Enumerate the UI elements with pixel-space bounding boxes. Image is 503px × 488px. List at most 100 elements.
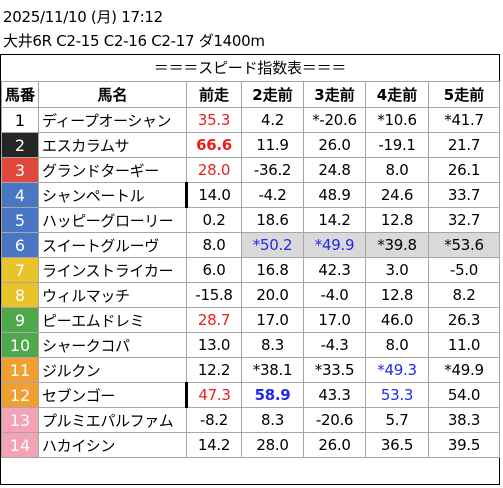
table-frame — [0, 54, 500, 485]
speed-index-5-races-ago: *41.7 — [428, 107, 500, 133]
horse-number: 10 — [1, 332, 39, 358]
column-header-5-races-ago: 5走前 — [428, 81, 500, 108]
speed-index-5-races-ago: 8.2 — [428, 282, 500, 308]
table-row: 8 ウィルマッチ -15.8 20.0 -4.0 12.8 8.2 — [1, 282, 500, 308]
speed-index-5-races-ago: 39.5 — [428, 432, 500, 458]
speed-index-3-races-ago: 42.3 — [303, 257, 366, 283]
horse-number: 1 — [1, 107, 39, 133]
table-row: 13 プルミエパルファム -8.2 8.3 -20.6 5.7 38.3 — [1, 407, 500, 433]
speed-index-2-races-ago: *38.1 — [241, 357, 304, 383]
horse-number: 7 — [1, 257, 39, 283]
speed-index-last-race: 14.0 — [185, 182, 242, 208]
speed-index-5-races-ago: 11.0 — [428, 332, 500, 358]
horse-name: セブンゴー — [38, 382, 187, 408]
speed-index-3-races-ago: 14.2 — [303, 207, 366, 233]
horse-number: 8 — [1, 282, 39, 308]
table-row: 6 スイートグルーヴ 8.0 *50.2 *49.9 *39.8 *53.6 — [1, 232, 500, 258]
speed-index-2-races-ago: *50.2 — [241, 232, 304, 258]
speed-index-4-races-ago: *39.8 — [365, 232, 429, 258]
horse-name: エスカラムサ — [38, 132, 187, 158]
speed-index-last-race: 6.0 — [186, 257, 242, 283]
speed-index-4-races-ago: 53.3 — [365, 382, 429, 408]
speed-index-5-races-ago: 26.3 — [428, 307, 500, 333]
column-header-last-race: 前走 — [186, 81, 242, 108]
date-time-line: 2025/11/10 (月) 17:12 — [3, 8, 163, 26]
speed-index-last-race: 35.3 — [186, 107, 242, 133]
column-header-number: 馬番 — [1, 81, 39, 108]
table-row: 2 エスカラムサ 66.6 11.9 26.0 -19.1 21.7 — [1, 132, 500, 158]
horse-name: ピーエムドレミ — [38, 307, 187, 333]
table-header-row: 馬番 馬名 前走 2走前 3走前 4走前 5走前 — [1, 81, 500, 108]
speed-index-3-races-ago: 26.0 — [303, 132, 366, 158]
horse-number: 11 — [1, 357, 39, 383]
speed-index-2-races-ago: -4.2 — [241, 182, 304, 208]
table-row: 7 ラインストライカー 6.0 16.8 42.3 3.0 -5.0 — [1, 257, 500, 283]
speed-index-last-race: 8.0 — [186, 232, 242, 258]
speed-index-2-races-ago: 11.9 — [241, 132, 304, 158]
speed-index-last-race: 28.7 — [186, 307, 242, 333]
speed-index-3-races-ago: *-20.6 — [303, 107, 366, 133]
speed-index-5-races-ago: 32.7 — [428, 207, 500, 233]
speed-index-3-races-ago: -20.6 — [303, 407, 366, 433]
speed-index-3-races-ago: 48.9 — [303, 182, 366, 208]
horse-name: グランドターギー — [38, 157, 187, 183]
horse-number: 5 — [1, 207, 39, 233]
speed-index-4-races-ago: 8.0 — [365, 157, 429, 183]
speed-index-5-races-ago: 21.7 — [428, 132, 500, 158]
speed-index-3-races-ago: -4.0 — [303, 282, 366, 308]
table-row: 5 ハッピーグローリー 0.2 18.6 14.2 12.8 32.7 — [1, 207, 500, 233]
speed-index-2-races-ago: 4.2 — [241, 107, 304, 133]
speed-index-last-race: 0.2 — [186, 207, 242, 233]
speed-index-5-races-ago: *49.9 — [428, 357, 500, 383]
speed-index-5-races-ago: 26.1 — [428, 157, 500, 183]
speed-index-2-races-ago: 58.9 — [241, 382, 304, 408]
horse-name: ジルクン — [38, 357, 187, 383]
table-row: 9 ピーエムドレミ 28.7 17.0 17.0 46.0 26.3 — [1, 307, 500, 333]
speed-index-last-race: -8.2 — [186, 407, 242, 433]
column-header-4-races-ago: 4走前 — [365, 81, 429, 108]
speed-index-4-races-ago: *49.3 — [365, 357, 429, 383]
speed-index-4-races-ago: 24.6 — [365, 182, 429, 208]
horse-number: 13 — [1, 407, 39, 433]
horse-number: 4 — [1, 182, 39, 208]
speed-index-2-races-ago: 20.0 — [241, 282, 304, 308]
speed-index-3-races-ago: 24.8 — [303, 157, 366, 183]
speed-index-4-races-ago: -19.1 — [365, 132, 429, 158]
speed-index-4-races-ago: 12.8 — [365, 207, 429, 233]
speed-index-3-races-ago: 17.0 — [303, 307, 366, 333]
speed-index-2-races-ago: -36.2 — [241, 157, 304, 183]
speed-index-last-race: 12.2 — [186, 357, 242, 383]
horse-name: ウィルマッチ — [38, 282, 187, 308]
horse-name: ラインストライカー — [38, 257, 187, 283]
horse-number: 12 — [1, 382, 39, 408]
horse-name: プルミエパルファム — [38, 407, 187, 433]
speed-index-last-race: 14.2 — [186, 432, 242, 458]
speed-index-last-race: -15.8 — [186, 282, 242, 308]
horse-name: ハカイシン — [38, 432, 187, 458]
speed-index-2-races-ago: 28.0 — [241, 432, 304, 458]
horse-number: 3 — [1, 157, 39, 183]
speed-index-4-races-ago: *10.6 — [365, 107, 429, 133]
table-row: 10 シャークコパ 13.0 8.3 -4.3 8.0 11.0 — [1, 332, 500, 358]
speed-index-3-races-ago: -4.3 — [303, 332, 366, 358]
speed-index-last-race: 66.6 — [186, 132, 242, 158]
speed-index-4-races-ago: 46.0 — [365, 307, 429, 333]
speed-index-5-races-ago: 38.3 — [428, 407, 500, 433]
speed-index-5-races-ago: -5.0 — [428, 257, 500, 283]
column-header-3-races-ago: 3走前 — [303, 81, 366, 108]
speed-index-5-races-ago: 54.0 — [428, 382, 500, 408]
speed-index-3-races-ago: *49.9 — [303, 232, 366, 258]
horse-number: 9 — [1, 307, 39, 333]
speed-index-last-race: 28.0 — [186, 157, 242, 183]
speed-index-4-races-ago: 8.0 — [365, 332, 429, 358]
speed-index-4-races-ago: 5.7 — [365, 407, 429, 433]
horse-name: シャークコパ — [38, 332, 187, 358]
table-row: 4 シャンペートル 14.0 -4.2 48.9 24.6 33.7 — [1, 182, 500, 208]
speed-index-2-races-ago: 8.3 — [241, 407, 304, 433]
table-row: 12 セブンゴー 47.3 58.9 43.3 53.3 54.0 — [1, 382, 500, 408]
speed-index-2-races-ago: 16.8 — [241, 257, 304, 283]
horse-name: シャンペートル — [38, 182, 187, 208]
horse-number: 2 — [1, 132, 39, 158]
horse-number: 14 — [1, 432, 39, 458]
table-row: 3 グランドターギー 28.0 -36.2 24.8 8.0 26.1 — [1, 157, 500, 183]
